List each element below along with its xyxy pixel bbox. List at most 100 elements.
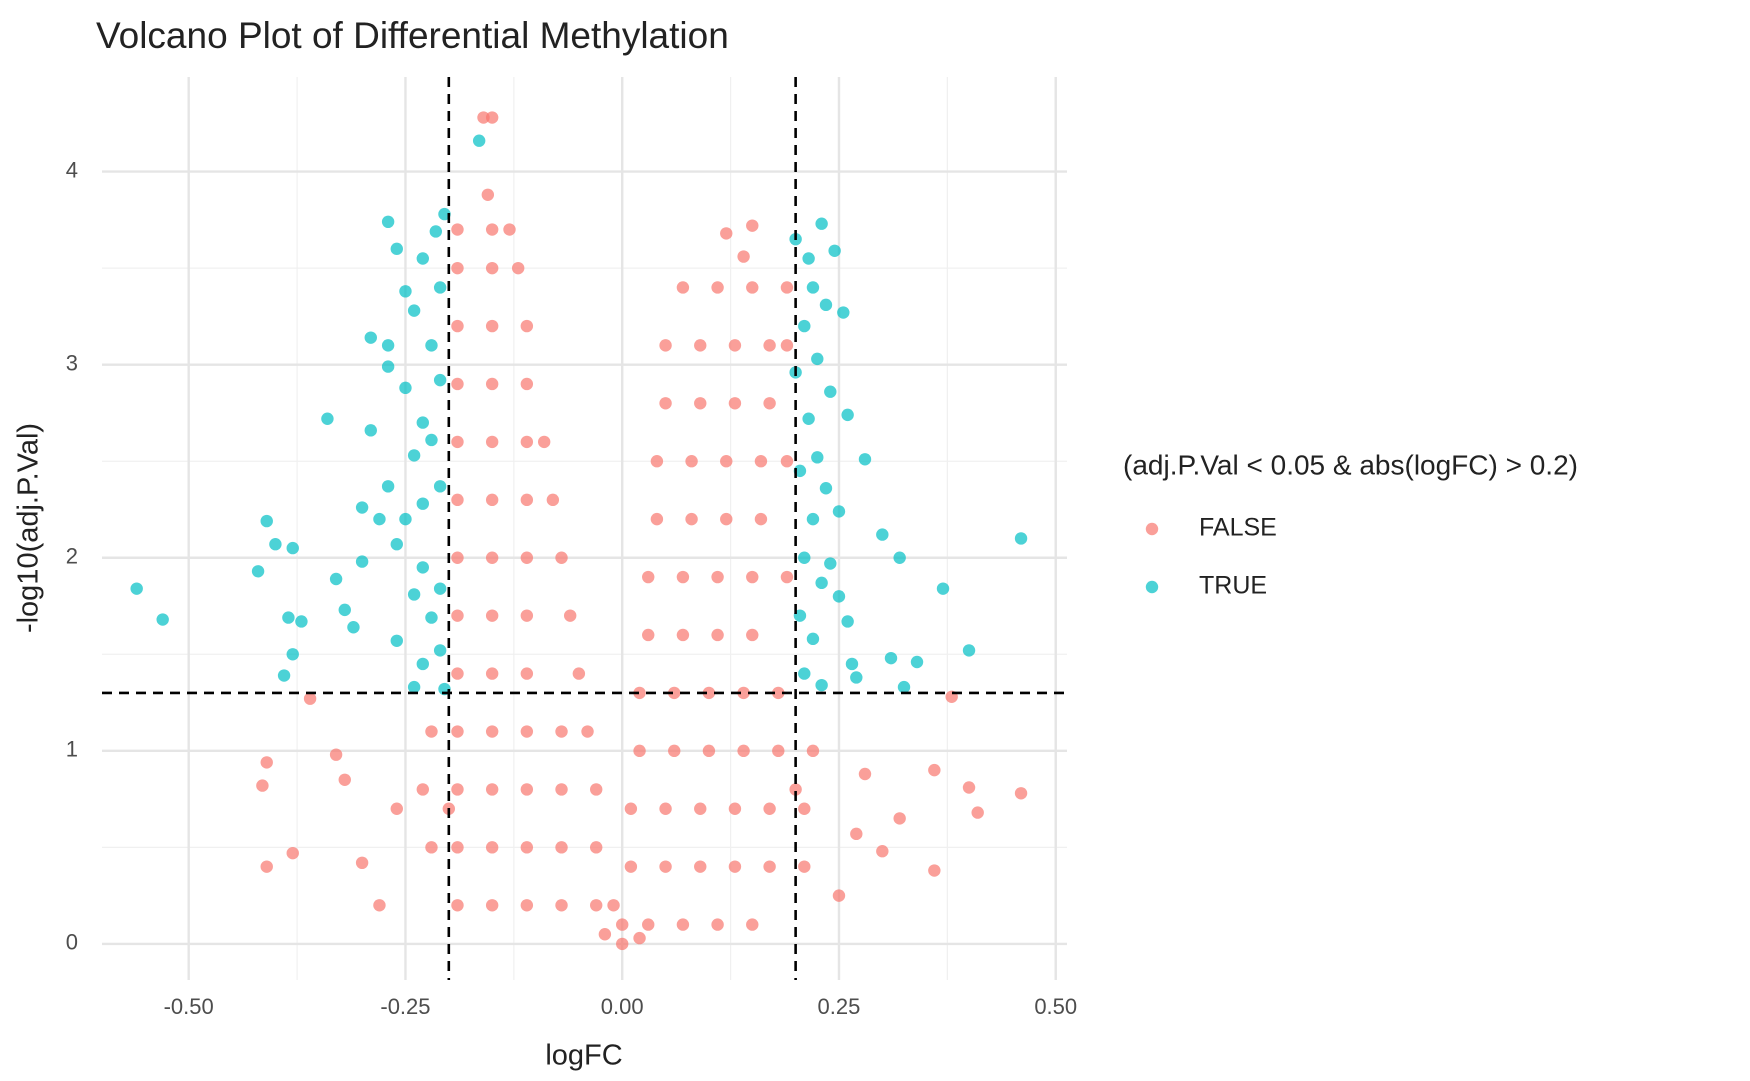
point [485,435,499,449]
point [754,455,768,468]
point [598,928,612,941]
point [711,628,724,642]
point [416,252,429,265]
point [737,250,750,263]
point [845,657,859,671]
point [425,841,438,854]
point [425,433,438,447]
point [824,385,837,398]
point [407,449,421,462]
point [798,802,811,815]
y-tick-label: 4 [66,157,78,182]
point [485,377,499,391]
point [485,319,499,333]
point [780,339,794,352]
point [633,686,646,700]
point [746,918,759,931]
point [485,551,499,564]
point [780,455,794,468]
y-tick-label: 1 [66,737,78,762]
point [251,565,265,578]
point [381,480,395,493]
point [720,227,733,240]
point [399,512,412,526]
point [399,381,412,395]
point [477,111,490,124]
point [520,609,534,622]
point [416,657,429,671]
point [893,812,906,825]
point [841,408,854,422]
point [451,377,464,391]
point [811,451,824,464]
point [837,306,850,319]
point [876,845,889,858]
point [806,281,820,294]
point [451,319,464,333]
point [832,505,846,518]
point [668,744,681,758]
point [633,931,646,945]
point [520,493,534,507]
point [485,841,499,854]
point [624,860,638,873]
point [364,331,377,344]
point [590,783,603,796]
point [433,281,447,294]
point [659,802,672,815]
point [702,744,716,758]
point [425,725,438,738]
point [590,899,603,912]
point [555,841,568,854]
point [286,648,299,661]
point [416,561,429,574]
point [694,802,707,815]
point [815,217,828,230]
point [728,802,742,815]
point [520,783,534,796]
point [286,846,299,860]
point [373,899,386,912]
point [1014,787,1028,800]
x-tick-label: -0.50 [164,994,214,1019]
point [555,899,568,912]
point [269,538,282,551]
point [572,667,586,680]
point [321,412,334,425]
point [425,611,438,624]
point [962,644,976,657]
point [694,339,707,352]
point [451,435,464,449]
point [676,628,690,642]
point [806,512,820,526]
point [694,397,707,410]
point [355,856,369,870]
point [789,783,802,796]
point [451,609,464,622]
point [711,281,724,294]
point [850,827,863,841]
point [737,686,750,700]
point [702,686,716,700]
point [416,497,429,510]
point [928,864,941,877]
point [815,576,828,590]
point [616,937,629,951]
point [824,557,837,570]
point [256,779,269,792]
point [485,261,499,275]
point [555,725,568,738]
point [746,281,759,294]
point [451,783,464,796]
point [355,501,369,514]
point [381,360,395,373]
point [850,671,863,684]
point [616,918,629,931]
point [772,744,785,758]
point [936,582,950,595]
point [425,339,438,352]
point [633,744,646,758]
point [503,223,516,236]
x-tick-label: 0.25 [818,994,861,1019]
